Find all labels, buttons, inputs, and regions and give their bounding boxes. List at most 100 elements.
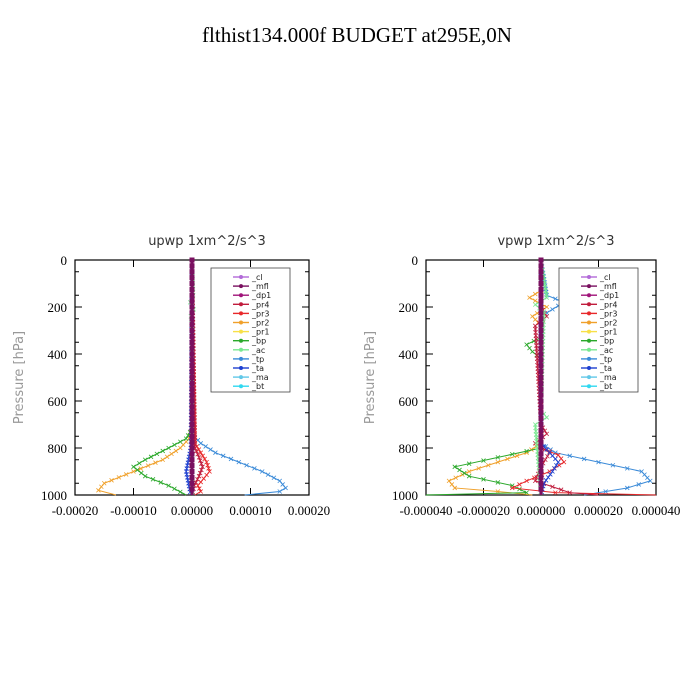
series-marker: [189, 286, 195, 292]
series-marker: [550, 469, 555, 474]
series-marker: [554, 462, 559, 468]
x-tick-label: 0.00000: [171, 503, 213, 518]
series-marker: [265, 472, 271, 477]
series-marker: [486, 462, 491, 468]
series-marker: [169, 451, 174, 457]
series-marker: [189, 275, 195, 281]
series-marker: [532, 298, 538, 304]
series-marker: [195, 483, 201, 488]
series-marker: [189, 416, 195, 422]
series-marker: [538, 257, 544, 263]
series-marker: [538, 445, 544, 451]
series-marker: [538, 451, 544, 457]
y-tick-label: 600: [48, 394, 68, 409]
series-marker: [553, 490, 558, 495]
legend-label: _ac: [599, 346, 613, 355]
series-marker: [280, 482, 285, 487]
legend-label: _cl: [251, 273, 263, 282]
panel-title: upwp 1xm^2/s^3: [148, 234, 266, 249]
series-marker: [550, 484, 555, 490]
panel-title: vpwp 1xm^2/s^3: [497, 234, 614, 249]
series-marker: [189, 380, 195, 386]
series-marker: [150, 477, 156, 482]
series-marker: [166, 445, 171, 451]
series-marker: [220, 453, 226, 459]
series-marker: [189, 263, 195, 269]
series-marker: [517, 482, 522, 487]
series-marker: [452, 464, 458, 470]
series-marker: [236, 459, 242, 465]
series-marker: [538, 416, 544, 422]
legend: _cl_mfl_dp1_pr4_pr3_pr2_pr1_bp_ac_tp_ta_…: [558, 267, 639, 393]
series-marker: [189, 322, 195, 328]
series-marker: [189, 310, 195, 316]
legend-label: _pr3: [599, 309, 617, 318]
upwp-panel: upwp 1xm^2/s^3 Pressure [hPa] 0 200 400 600 80…: [12, 234, 330, 518]
series-marker: [183, 436, 189, 441]
series-marker: [200, 453, 206, 459]
series-marker: [196, 447, 202, 452]
legend-label: _ta: [599, 364, 612, 373]
series-marker: [538, 398, 544, 404]
series-marker: [166, 483, 171, 488]
series-marker: [466, 461, 472, 466]
legend-marker: [239, 375, 243, 380]
series-marker: [201, 476, 206, 481]
series-marker: [524, 490, 529, 495]
legend-label: _pr2: [251, 319, 269, 328]
legend-label: _bp: [599, 337, 614, 346]
legend-marker: [587, 366, 591, 370]
y-tick-label: 400: [48, 347, 68, 362]
series-marker: [198, 450, 204, 455]
series-marker: [189, 339, 195, 345]
series-marker: [196, 455, 202, 460]
series-marker: [538, 469, 544, 474]
series-marker: [138, 466, 144, 471]
series-marker: [544, 295, 550, 300]
series-marker: [538, 345, 544, 351]
series-marker: [538, 422, 544, 427]
series-marker: [158, 480, 164, 485]
series-marker: [189, 463, 195, 469]
series-marker: [259, 469, 265, 474]
series-marker: [538, 404, 544, 410]
series-marker: [283, 485, 288, 491]
series-marker: [189, 445, 195, 451]
series-line-bp: [425, 260, 542, 496]
series-marker: [538, 480, 544, 486]
series-marker: [142, 457, 148, 463]
series-marker: [555, 459, 561, 465]
series-marker: [538, 269, 544, 275]
series-marker: [547, 449, 552, 454]
y-tick-label: 800: [399, 441, 419, 456]
series-marker: [527, 345, 532, 351]
legend-label: _pr4: [251, 300, 269, 309]
legend-marker: [587, 302, 591, 307]
series-marker: [189, 469, 195, 474]
series-marker: [178, 439, 183, 445]
series-marker: [524, 342, 529, 347]
legend-marker: [239, 320, 243, 325]
y-tick-label: 0: [61, 253, 68, 268]
series-marker: [196, 473, 202, 479]
series-marker: [189, 451, 195, 457]
series-marker: [197, 470, 203, 476]
legend-marker: [587, 356, 591, 361]
series-marker: [558, 456, 564, 461]
series-marker: [123, 472, 129, 477]
series-marker: [538, 322, 544, 328]
series-marker: [202, 456, 207, 462]
series-marker: [532, 302, 538, 307]
series-marker: [495, 459, 501, 465]
x-tick-label: 0.000040: [632, 503, 681, 518]
legend-label: _mfl: [599, 282, 617, 291]
series-marker: [636, 482, 642, 487]
series-marker: [538, 386, 544, 392]
series-marker: [189, 304, 195, 310]
series-marker: [195, 451, 200, 457]
series-marker: [558, 487, 564, 492]
legend-marker: [239, 366, 243, 370]
series-marker: [189, 404, 195, 410]
series-marker: [131, 464, 136, 470]
series-marker: [476, 466, 481, 471]
